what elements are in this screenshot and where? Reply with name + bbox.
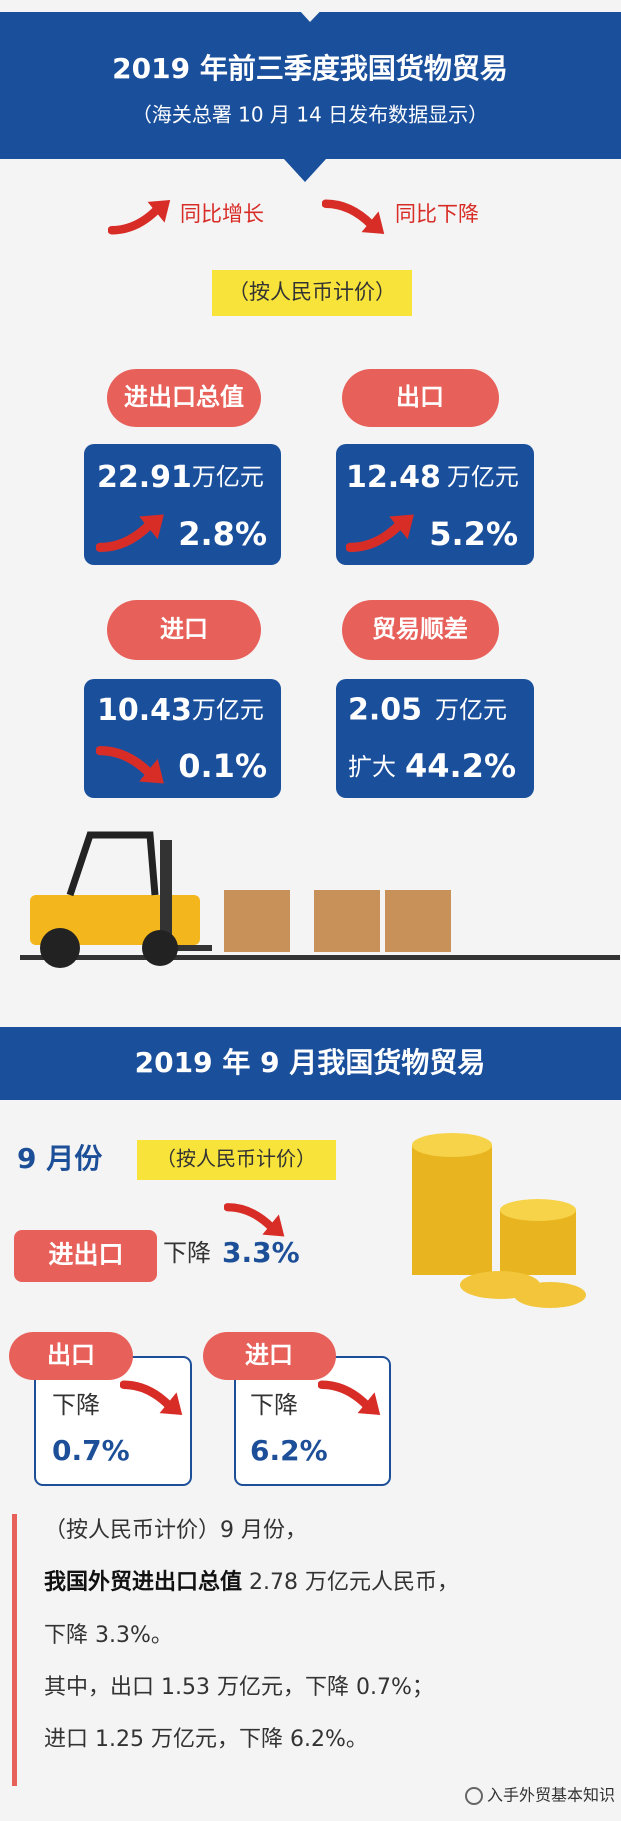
text: 2.78 万亿元人民币， — [242, 1570, 459, 1595]
notch — [290, 0, 331, 22]
unit: 万亿元 — [435, 696, 507, 724]
total-change: 3.3% — [222, 1236, 300, 1269]
change: 0.1% — [178, 747, 267, 785]
title: 2019 年前三季度我国货物贸易 — [112, 52, 508, 85]
coin — [514, 1282, 586, 1308]
watermark: 入手外贸基本知识 — [487, 1786, 615, 1805]
coin-stack — [412, 1145, 492, 1275]
month: 9 月份 — [17, 1142, 102, 1175]
currency-note: （按人民币计价） — [228, 280, 396, 304]
card — [84, 679, 281, 798]
prefix: 扩大 — [348, 753, 396, 781]
label: 出口 — [47, 1341, 95, 1369]
summary-line: 进口 1.25 万亿元，下降 6.2%。 — [44, 1727, 368, 1752]
box — [224, 890, 290, 952]
amount: 2.05 — [348, 693, 422, 728]
summary-line: （按人民币计价）9 月份， — [44, 1518, 307, 1543]
section-title: 2019 年 9 月我国货物贸易 — [135, 1046, 486, 1079]
change: 0.7% — [52, 1434, 130, 1467]
ground — [20, 955, 620, 960]
card-value: 22.91万亿元 — [97, 460, 264, 495]
accent-bar — [12, 1514, 17, 1786]
pill — [107, 369, 261, 427]
fork — [172, 945, 212, 951]
amount: 12.48 — [346, 460, 441, 495]
amount: 10.43 — [97, 693, 192, 728]
total-label: 进出口 — [48, 1240, 123, 1269]
header-band — [0, 12, 621, 159]
note-box — [212, 270, 412, 316]
coin-top — [412, 1133, 492, 1157]
watermark-icon — [465, 1787, 483, 1805]
forklift-illustration — [20, 831, 620, 968]
change: 2.8% — [178, 515, 267, 553]
pill — [14, 1230, 157, 1282]
card-label: 进出口总值 — [124, 383, 244, 411]
total-direction: 下降 — [163, 1239, 211, 1267]
label: 进口 — [245, 1341, 293, 1369]
bold-text: 我国外贸进出口总值 — [44, 1569, 242, 1595]
wheel — [142, 930, 178, 966]
amount: 22.91 — [97, 460, 192, 495]
summary-line: 其中，出口 1.53 万亿元，下降 0.7%； — [44, 1675, 434, 1700]
coins — [412, 1133, 586, 1308]
card-value: 10.43万亿元 — [97, 693, 264, 728]
unit: 万亿元 — [192, 463, 264, 491]
note: （按人民币计价） — [156, 1147, 316, 1171]
pill — [9, 1332, 133, 1380]
card — [336, 679, 534, 798]
summary-line: 下降 3.3%。 — [44, 1623, 173, 1648]
direction: 下降 — [250, 1391, 298, 1419]
pointer — [284, 159, 326, 182]
card-label: 进口 — [160, 615, 208, 643]
section-band — [0, 1027, 621, 1100]
card-label: 出口 — [396, 383, 444, 411]
mast — [160, 840, 172, 950]
pill — [203, 1332, 336, 1380]
pill — [107, 600, 261, 660]
wheel — [40, 928, 80, 968]
subtitle: （海关总署 10 月 14 日发布数据显示） — [132, 103, 488, 127]
note-box — [137, 1140, 336, 1180]
box — [314, 890, 380, 952]
card-label: 贸易顺差 — [372, 615, 468, 643]
pill — [342, 369, 499, 427]
legend-up: 同比增长 — [180, 202, 264, 226]
change: 44.2% — [405, 747, 516, 785]
card-value: 12.48 万亿元 — [346, 460, 519, 495]
coin-top — [500, 1199, 576, 1221]
box — [385, 890, 451, 952]
unit: 万亿元 — [192, 696, 264, 724]
cab — [66, 831, 159, 897]
summary-line: 我国外贸进出口总值 2.78 万亿元人民币， — [44, 1569, 459, 1595]
pill — [342, 600, 499, 660]
change: 5.2% — [429, 515, 518, 553]
legend-down: 同比下降 — [395, 202, 479, 226]
unit: 万亿元 — [447, 463, 519, 491]
change: 6.2% — [250, 1434, 328, 1467]
direction: 下降 — [52, 1391, 100, 1419]
